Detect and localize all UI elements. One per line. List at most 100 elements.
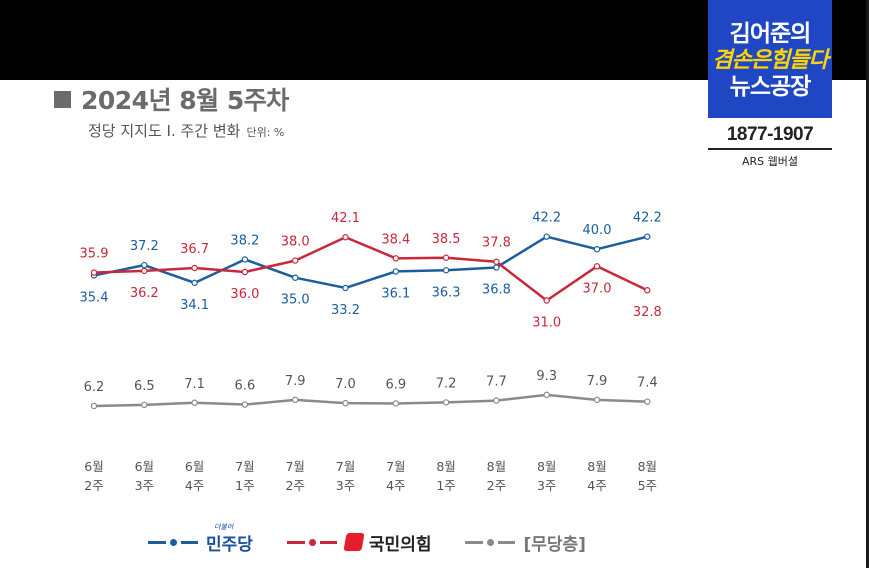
point-ppp-4: [292, 257, 299, 264]
value-label-independent-7: 7.2: [436, 376, 457, 391]
point-independent-1: [141, 401, 148, 409]
value-label-ppp-4: 38.0: [281, 235, 310, 250]
x-tick-label-9-1: 3주: [537, 478, 556, 493]
x-tick-label-10-1: 4주: [587, 478, 606, 493]
series-line-ppp: [93, 235, 648, 302]
legend-name-democratic: 민주당: [206, 534, 253, 555]
x-tick-label-4-0: 7월: [285, 459, 304, 474]
logo-line-2: 겸손은힘들다: [712, 48, 828, 73]
x-tick-label-0-0: 6월: [84, 459, 103, 474]
value-label-independent-8: 7.7: [486, 375, 507, 390]
x-tick-label-3-1: 1주: [235, 478, 254, 493]
value-label-independent-4: 7.9: [285, 374, 306, 389]
value-label-democratic-7: 36.3: [432, 285, 461, 300]
point-democratic-5: [342, 284, 349, 292]
value-label-ppp-5: 42.1: [331, 211, 360, 226]
poll-phone-numbers: 1877-1907: [708, 124, 832, 150]
legend-item-democratic: 더불어 민주당: [148, 523, 253, 555]
screen-edge: [866, 0, 869, 568]
value-label-democratic-3: 38.2: [230, 233, 259, 248]
value-label-ppp-8: 37.8: [482, 236, 511, 251]
point-independent-3: [241, 401, 249, 408]
value-label-democratic-4: 35.0: [281, 293, 310, 308]
x-tick-label-7-0: 8월: [436, 459, 455, 474]
value-label-ppp-3: 36.0: [230, 287, 259, 302]
value-label-independent-10: 7.9: [587, 374, 608, 389]
legend: 더불어 민주당 국민의힘 [무당층]: [148, 523, 620, 558]
point-independent-0: [90, 402, 98, 410]
legend-item-ppp: 국민의힘: [286, 530, 431, 555]
x-tick-label-1-1: 3주: [135, 478, 154, 493]
value-label-ppp-0: 35.9: [80, 247, 109, 262]
x-tick-label-4-1: 2주: [285, 478, 304, 493]
point-democratic-6: [392, 268, 399, 275]
point-independent-9: [543, 391, 550, 399]
logo-line-3: 뉴스공장: [729, 74, 812, 100]
value-label-ppp-10: 37.0: [583, 281, 612, 296]
value-label-democratic-11: 42.2: [633, 211, 662, 226]
point-ppp-2: [191, 264, 198, 272]
point-ppp-9: [543, 297, 550, 304]
value-label-democratic-2: 34.1: [180, 298, 209, 313]
point-independent-2: [191, 399, 198, 406]
subtitle-row: 정당 지지도 Ⅰ. 주간 변화 단위: %: [88, 120, 284, 141]
point-independent-4: [292, 396, 299, 404]
value-label-independent-1: 6.5: [134, 379, 155, 394]
series-line-democratic: [93, 235, 648, 290]
value-label-independent-6: 6.9: [385, 377, 406, 392]
legend-line-independent: [465, 538, 516, 546]
chart-subtitle: 정당 지지도 Ⅰ. 주간 변화: [88, 122, 241, 140]
x-tick-label-5-0: 7월: [336, 459, 355, 474]
point-democratic-7: [442, 267, 450, 274]
x-tick-label-11-0: 8월: [638, 459, 657, 474]
point-ppp-5: [342, 234, 349, 241]
x-tick-label-9-0: 8월: [537, 459, 556, 474]
poll-method: ARS 웹버셜: [741, 155, 798, 168]
value-label-ppp-1: 36.2: [130, 286, 159, 301]
x-tick-label-3-0: 7월: [235, 459, 254, 474]
value-label-ppp-7: 38.5: [432, 232, 461, 247]
point-independent-10: [593, 396, 601, 404]
value-label-ppp-6: 38.4: [381, 232, 410, 247]
value-label-independent-11: 7.4: [637, 376, 658, 391]
x-tick-label-8-0: 8월: [487, 459, 506, 474]
chart-slide: [0, 80, 866, 568]
x-tick-label-8-1: 2주: [487, 478, 506, 493]
point-democratic-2: [191, 279, 198, 287]
x-tick-label-0-1: 2주: [84, 478, 103, 493]
point-ppp-7: [442, 254, 450, 261]
value-label-ppp-9: 31.0: [532, 316, 561, 331]
point-democratic-10: [593, 245, 601, 253]
legend-democratic-small-text: 더불어: [214, 522, 234, 531]
unit-label: 단위: %: [246, 126, 285, 139]
legend-line-ppp: [286, 538, 337, 546]
point-independent-8: [493, 397, 500, 404]
legend-item-independent: [무당층]: [465, 530, 586, 555]
point-ppp-1: [141, 267, 148, 275]
point-independent-11: [644, 398, 651, 405]
x-tick-label-6-0: 7월: [386, 459, 405, 474]
value-label-democratic-6: 36.1: [381, 286, 410, 301]
value-label-democratic-1: 37.2: [130, 239, 159, 254]
value-label-independent-5: 7.0: [335, 377, 356, 392]
point-democratic-9: [543, 233, 550, 240]
value-label-democratic-10: 40.0: [583, 223, 612, 238]
x-tick-label-2-1: 4주: [185, 478, 204, 493]
x-tick-label-7-1: 1주: [436, 478, 455, 493]
show-logo: 김어준의 겸손은힘들다 뉴스공장: [708, 0, 832, 118]
value-label-independent-3: 6.6: [235, 379, 256, 394]
value-label-ppp-2: 36.7: [180, 242, 209, 257]
point-independent-5: [342, 399, 349, 407]
title-row: 2024년 8월 5주차: [54, 84, 289, 115]
x-tick-label-6-1: 4주: [386, 478, 405, 493]
point-democratic-4: [292, 274, 299, 281]
title-bullet-square: [54, 90, 71, 108]
value-label-independent-9: 9.3: [536, 369, 557, 384]
value-label-democratic-8: 36.8: [482, 282, 511, 297]
value-label-democratic-9: 42.2: [532, 211, 561, 226]
point-independent-7: [442, 399, 450, 406]
legend-line-democratic: [148, 538, 198, 546]
point-ppp-0: [90, 269, 98, 276]
point-ppp-3: [241, 268, 249, 276]
